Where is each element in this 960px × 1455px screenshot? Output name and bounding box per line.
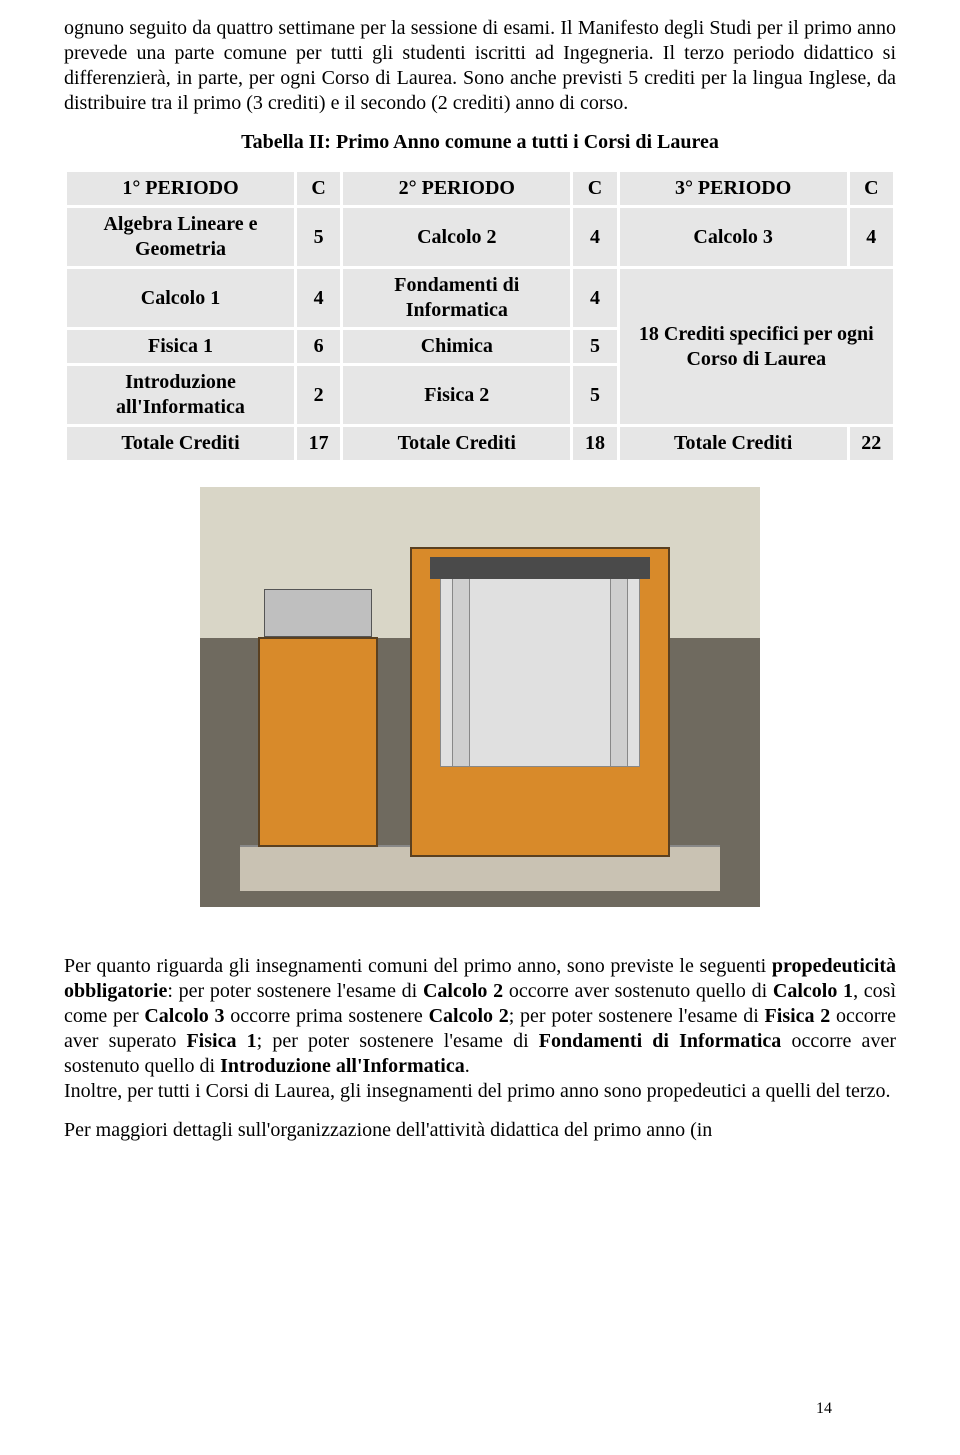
- cell-total-value: 17: [297, 427, 340, 460]
- header-periodo-2: 2° PERIODO: [343, 172, 570, 205]
- cell-course: Calcolo 3: [620, 208, 847, 266]
- lab-photo: [200, 487, 760, 907]
- cell-course: Calcolo 1: [67, 269, 294, 327]
- cell-course: Calcolo 2: [343, 208, 570, 266]
- cell-course: Fisica 2: [343, 366, 570, 424]
- cell-total-label: Totale Crediti: [620, 427, 847, 460]
- prerequisites-paragraph: Per quanto riguarda gli insegnamenti com…: [64, 954, 896, 1104]
- cell-credits: 6: [297, 330, 340, 363]
- photo-column-left: [452, 567, 470, 767]
- cell-course: Fisica 1: [67, 330, 294, 363]
- table-header-row: 1° PERIODO C 2° PERIODO C 3° PERIODO C: [67, 172, 893, 205]
- cell-credits: 4: [297, 269, 340, 327]
- cell-course: Algebra Lineare e Geometria: [67, 208, 294, 266]
- cell-credits: 5: [573, 366, 616, 424]
- cell-credits: 4: [850, 208, 893, 266]
- details-paragraph: Per maggiori dettagli sull'organizzazion…: [64, 1118, 896, 1143]
- photo-column-right: [610, 567, 628, 767]
- cell-course: Introduzione all'Informatica: [67, 366, 294, 424]
- header-c-3: C: [850, 172, 893, 205]
- header-c-2: C: [573, 172, 616, 205]
- course-table: 1° PERIODO C 2° PERIODO C 3° PERIODO C A…: [64, 169, 896, 463]
- cell-credits: 2: [297, 366, 340, 424]
- cell-credits: 5: [573, 330, 616, 363]
- cell-total-value: 18: [573, 427, 616, 460]
- photo-crosshead: [430, 557, 650, 579]
- lab-photo-wrapper: [64, 487, 896, 914]
- page-number: 14: [816, 1399, 832, 1419]
- cell-credits: 4: [573, 208, 616, 266]
- intro-paragraph: ognuno seguito da quattro settimane per …: [64, 16, 896, 116]
- cell-credits: 4: [573, 269, 616, 327]
- cell-total-label: Totale Crediti: [67, 427, 294, 460]
- cell-merged-periodo3: 18 Crediti specifici per ogni Corso di L…: [620, 269, 893, 424]
- table-row: Algebra Lineare e Geometria 5 Calcolo 2 …: [67, 208, 893, 266]
- cell-total-label: Totale Crediti: [343, 427, 570, 460]
- table-title: Tabella II: Primo Anno comune a tutti i …: [64, 130, 896, 155]
- table-row-total: Totale Crediti 17 Totale Crediti 18 Tota…: [67, 427, 893, 460]
- photo-control-panel: [264, 589, 372, 637]
- header-periodo-3: 3° PERIODO: [620, 172, 847, 205]
- cell-course: Fondamenti di Informatica: [343, 269, 570, 327]
- cell-course: Chimica: [343, 330, 570, 363]
- header-c-1: C: [297, 172, 340, 205]
- header-periodo-1: 1° PERIODO: [67, 172, 294, 205]
- photo-cabinet: [258, 637, 378, 847]
- cell-credits: 5: [297, 208, 340, 266]
- table-row: Calcolo 1 4 Fondamenti di Informatica 4 …: [67, 269, 893, 327]
- cell-total-value: 22: [850, 427, 893, 460]
